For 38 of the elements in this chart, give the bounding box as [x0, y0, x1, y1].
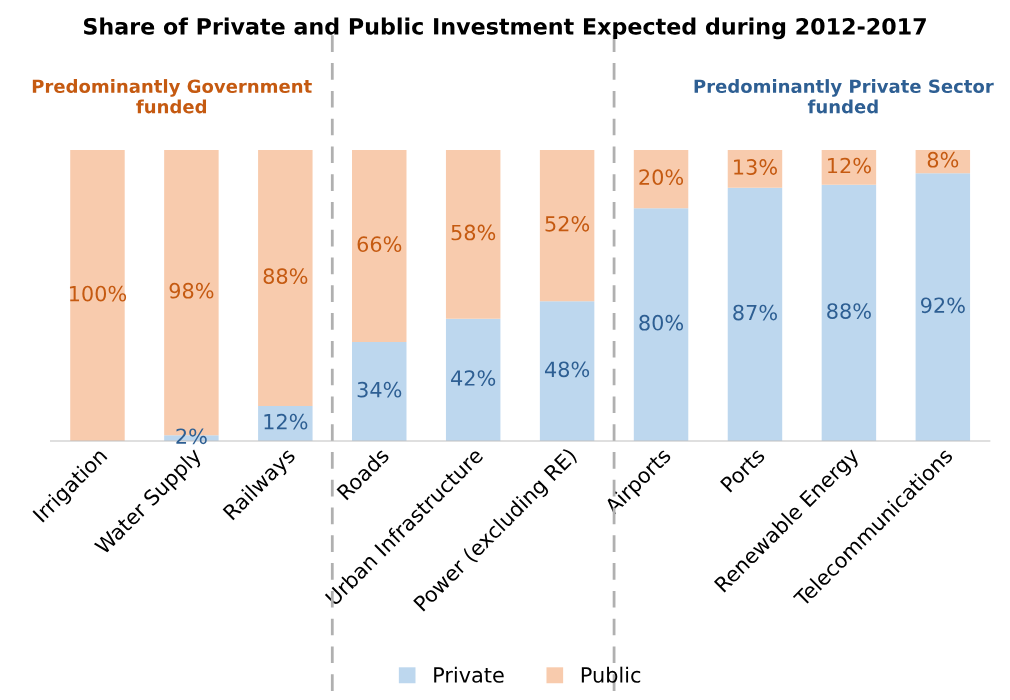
data-label: 42%: [451, 370, 496, 386]
data-label: 80%: [639, 314, 684, 331]
bar: [633, 149, 689, 209]
chart-title: Share of Private and Public Investment Expected during 2012-2017: [83, 17, 926, 40]
data-label: 8%: [927, 151, 959, 168]
bar: [539, 301, 595, 441]
legend-label: Public: [581, 666, 641, 683]
bar: [445, 318, 501, 441]
data-label: 87%: [733, 304, 777, 321]
data-label: 66%: [357, 236, 402, 253]
data-label: 2%: [176, 428, 207, 445]
bar: [352, 342, 407, 441]
bar: [258, 149, 313, 407]
text: Predominantly Government funded: [32, 79, 312, 114]
bar: [445, 149, 501, 319]
data-label: 52%: [545, 215, 590, 232]
data-label: 13%: [734, 159, 777, 175]
data-label: 88%: [827, 303, 871, 319]
bar: [821, 184, 877, 441]
data-label: 58%: [451, 224, 496, 241]
data-label: 48%: [544, 361, 590, 378]
bar: [539, 149, 595, 302]
legend-label: Private: [434, 666, 504, 683]
bar: [633, 208, 689, 441]
data-label: 88%: [263, 268, 308, 285]
bar: [352, 149, 407, 343]
data-label: 12%: [264, 413, 308, 430]
bar: [70, 149, 125, 441]
text: Predominantly Private Sector funded: [694, 79, 994, 114]
data-label: 98%: [169, 282, 214, 299]
data-label: 12%: [828, 157, 871, 174]
bar: [727, 187, 783, 441]
bar: [727, 149, 783, 188]
bar: [915, 173, 971, 441]
data-label: 34%: [357, 381, 402, 398]
data-label: 20%: [639, 169, 684, 186]
data-label: 100%: [69, 285, 127, 302]
data-label: 92%: [920, 297, 965, 314]
